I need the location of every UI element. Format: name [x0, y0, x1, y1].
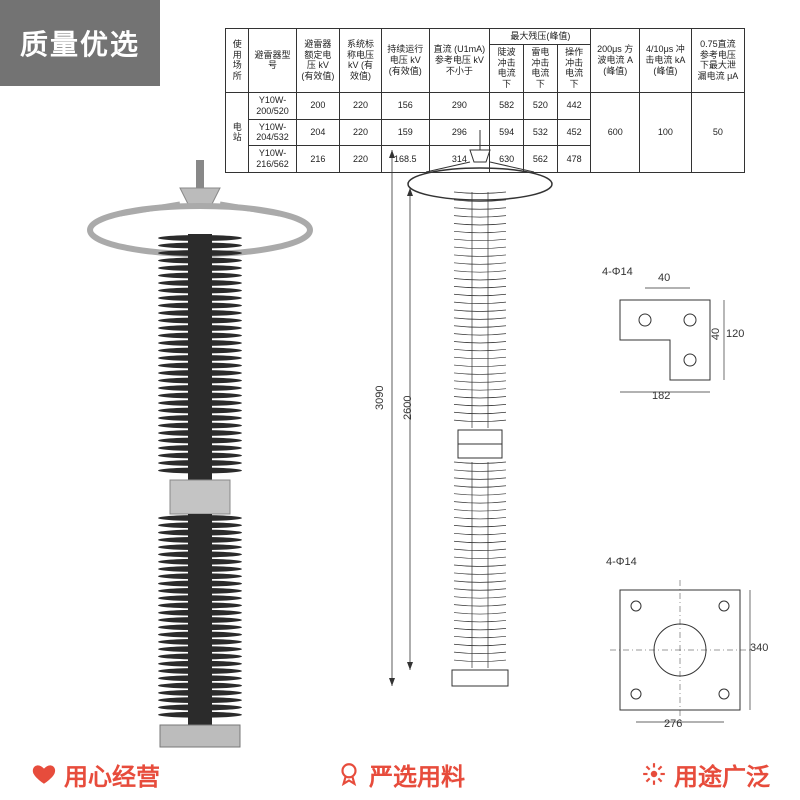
td: 220 — [340, 92, 382, 119]
footer-mid: 严选用料 — [335, 757, 465, 792]
td: 520 — [523, 92, 557, 119]
th-cont: 持续运行电压 kV (有效值) — [381, 29, 429, 93]
td: 442 — [557, 92, 591, 119]
td: 290 — [429, 92, 490, 119]
bracket-p2: 40 — [710, 328, 722, 340]
th-sub2: 雷电冲击电流下 — [523, 44, 557, 92]
footer-strip: 用心经营 严选用料 用途广泛 — [0, 748, 800, 800]
th-sub3: 操作冲击电流下 — [557, 44, 591, 92]
td-model: Y10W-216/562 — [249, 146, 296, 173]
td-group: 电站 — [226, 92, 249, 172]
th-sq: 200μs 方波电流 A (峰值) — [591, 29, 640, 93]
bracket-note: 4-Φ14 — [602, 266, 633, 278]
td-leak: 50 — [691, 92, 744, 172]
bracket-p1: 40 — [658, 272, 670, 284]
base-svg — [600, 560, 760, 760]
th-imp: 4/10μs 冲击电流 kA (峰值) — [639, 29, 691, 93]
td: 220 — [340, 119, 382, 146]
bracket-w: 182 — [652, 390, 670, 402]
th-usage: 使用场所 — [226, 29, 249, 93]
td: 204 — [296, 119, 340, 146]
th-sub1: 陡波冲击电流下 — [490, 44, 524, 92]
quality-badge: 质量优选 — [0, 0, 160, 86]
td-model: Y10W-204/532 — [249, 119, 296, 146]
diagram-sheds-lower — [454, 462, 506, 668]
td: 562 — [523, 146, 557, 173]
th-dc: 直流 (U1mA) 参考电压 kV 不小于 — [429, 29, 490, 93]
footer-right-text: 用途广泛 — [674, 757, 770, 792]
footer-mid-text: 严选用料 — [369, 757, 465, 792]
td-model: Y10W-200/520 — [249, 92, 296, 119]
th-leak: 0.75直流参考电压下最大泄漏电流 μA — [691, 29, 744, 93]
footer-left: 用心经营 — [30, 757, 160, 792]
td: 478 — [557, 146, 591, 173]
th-rated: 避雷器额定电压 kV (有效值) — [296, 29, 340, 93]
footer-right: 用途广泛 — [640, 757, 770, 792]
arrester-photo — [60, 160, 340, 750]
bracket-h: 120 — [726, 328, 744, 340]
th-residual: 最大残压(峰值) — [490, 29, 591, 45]
td: 296 — [429, 119, 490, 146]
base-outer: 340 — [750, 642, 768, 654]
th-sys: 系统标称电压 kV (有效值) — [340, 29, 382, 93]
arrester-diagram: 3090 2600 — [380, 130, 580, 690]
td-sq: 600 — [591, 92, 640, 172]
heart-icon — [30, 760, 58, 788]
td: 532 — [523, 119, 557, 146]
base-inner: 276 — [664, 718, 682, 730]
diagram-sheds-upper — [454, 192, 506, 428]
td: 594 — [490, 119, 524, 146]
spread-icon — [640, 760, 668, 788]
footer-left-text: 用心经营 — [64, 757, 160, 792]
td: 159 — [381, 119, 429, 146]
th-model: 避雷器型号 — [249, 29, 296, 93]
medal-icon — [335, 760, 363, 788]
td: 200 — [296, 92, 340, 119]
dim-overall-height: 3090 — [374, 386, 386, 410]
shed-stack-upper — [158, 234, 242, 482]
td: 156 — [381, 92, 429, 119]
shed-stack-lower — [158, 514, 242, 726]
td: 220 — [340, 146, 382, 173]
bracket-detail: 4-Φ14 182 120 40 40 — [600, 270, 750, 420]
td: 168.5 — [381, 146, 429, 173]
spec-table-container: 使用场所 避雷器型号 避雷器额定电压 kV (有效值) 系统标称电压 kV (有… — [225, 28, 745, 173]
bracket-svg — [600, 270, 750, 420]
base-note: 4-Φ14 — [606, 556, 637, 568]
td: 314 — [429, 146, 490, 173]
td: 582 — [490, 92, 524, 119]
spec-table: 使用场所 避雷器型号 避雷器额定电压 kV (有效值) 系统标称电压 kV (有… — [225, 28, 745, 173]
table-row: 电站 Y10W-200/520 200 220 156 290 582 520 … — [226, 92, 745, 119]
td: 452 — [557, 119, 591, 146]
dim-body-height: 2600 — [402, 396, 414, 420]
td-imp: 100 — [639, 92, 691, 172]
arrester-photo-svg — [60, 160, 340, 750]
td: 216 — [296, 146, 340, 173]
base-detail: 4-Φ14 340 276 — [600, 560, 760, 760]
td: 630 — [490, 146, 524, 173]
